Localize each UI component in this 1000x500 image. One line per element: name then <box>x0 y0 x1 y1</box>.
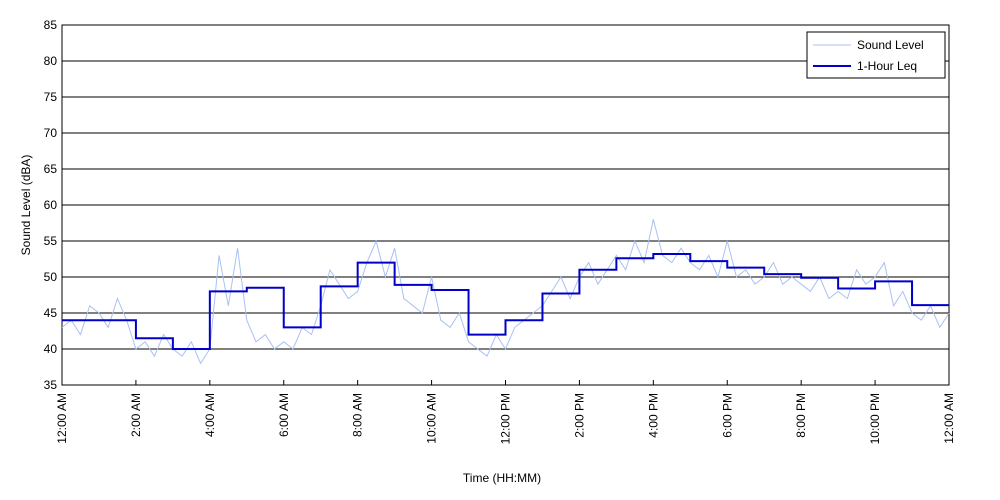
y-axis-label: Sound Level (dBA) <box>19 155 33 256</box>
x-tick-label: 10:00 AM <box>425 393 439 444</box>
x-tick-label: 2:00 PM <box>572 393 586 438</box>
x-tick-label: 8:00 AM <box>351 393 365 437</box>
y-tick-label: 55 <box>44 234 58 248</box>
x-tick-label: 4:00 AM <box>203 393 217 437</box>
y-tick-label: 65 <box>44 162 58 176</box>
y-tick-label: 60 <box>44 198 58 212</box>
y-tick-label: 45 <box>44 306 58 320</box>
x-tick-label: 2:00 AM <box>129 393 143 437</box>
x-tick-label: 6:00 AM <box>277 393 291 437</box>
y-tick-label: 35 <box>44 378 58 392</box>
y-tick-label: 70 <box>44 126 58 140</box>
x-tick-label: 6:00 PM <box>720 393 734 438</box>
plot-frame <box>61 24 950 386</box>
x-tick-label: 12:00 PM <box>499 393 513 444</box>
x-tick-label: 12:00 AM <box>55 393 69 444</box>
legend-box <box>806 31 946 79</box>
legend-label: 1-Hour Leq <box>857 59 917 73</box>
legend-label: Sound Level <box>857 38 924 52</box>
y-tick-label: 85 <box>44 18 58 32</box>
y-tick-label: 80 <box>44 54 58 68</box>
y-tick-label: 50 <box>44 270 58 284</box>
y-tick-label: 75 <box>44 90 58 104</box>
y-tick-label: 40 <box>44 342 58 356</box>
x-tick-label: 4:00 PM <box>646 393 660 438</box>
x-axis-label: Time (HH:MM) <box>463 471 541 485</box>
x-tick-label: 12:00 AM <box>942 393 956 444</box>
x-tick-label: 10:00 PM <box>868 393 882 444</box>
series-line <box>62 252 949 350</box>
x-tick-label: 8:00 PM <box>794 393 808 438</box>
